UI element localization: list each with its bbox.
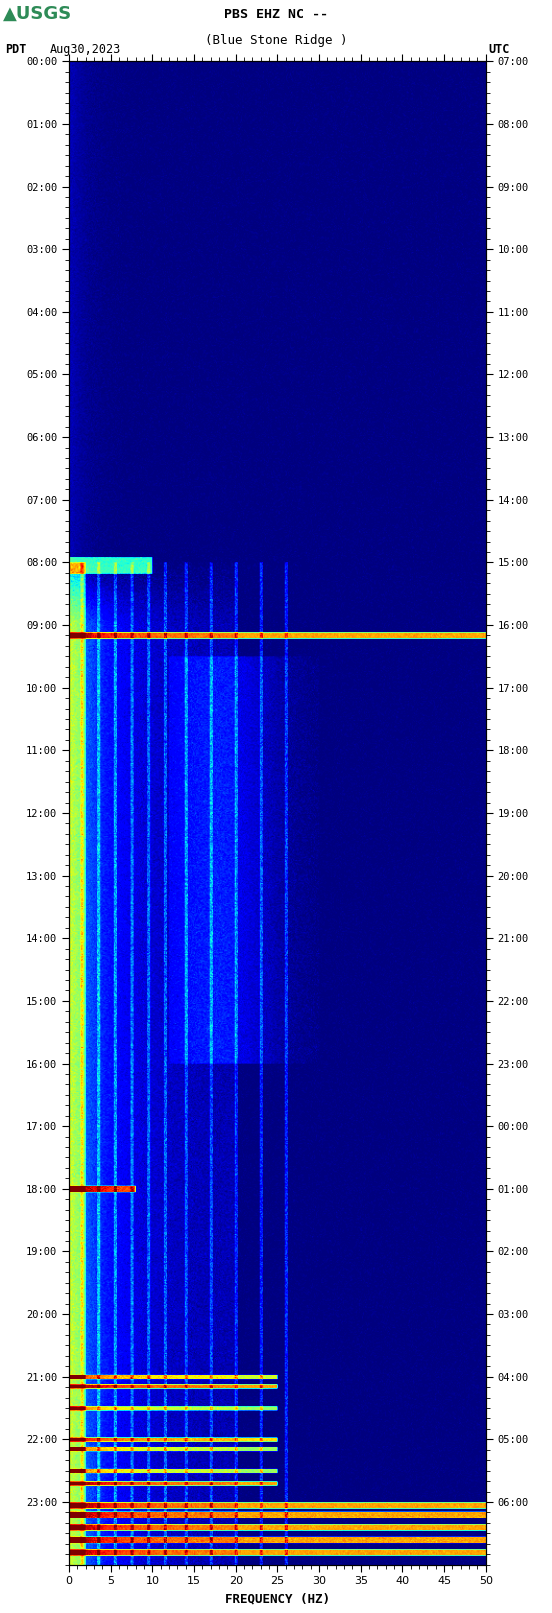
Text: PDT: PDT — [6, 44, 27, 56]
X-axis label: FREQUENCY (HZ): FREQUENCY (HZ) — [225, 1592, 330, 1605]
Text: ▲USGS: ▲USGS — [3, 5, 72, 23]
Text: Aug30,2023: Aug30,2023 — [50, 44, 121, 56]
Text: UTC: UTC — [489, 44, 510, 56]
Text: PBS EHZ NC --: PBS EHZ NC -- — [224, 8, 328, 21]
Text: (Blue Stone Ridge ): (Blue Stone Ridge ) — [205, 34, 347, 47]
